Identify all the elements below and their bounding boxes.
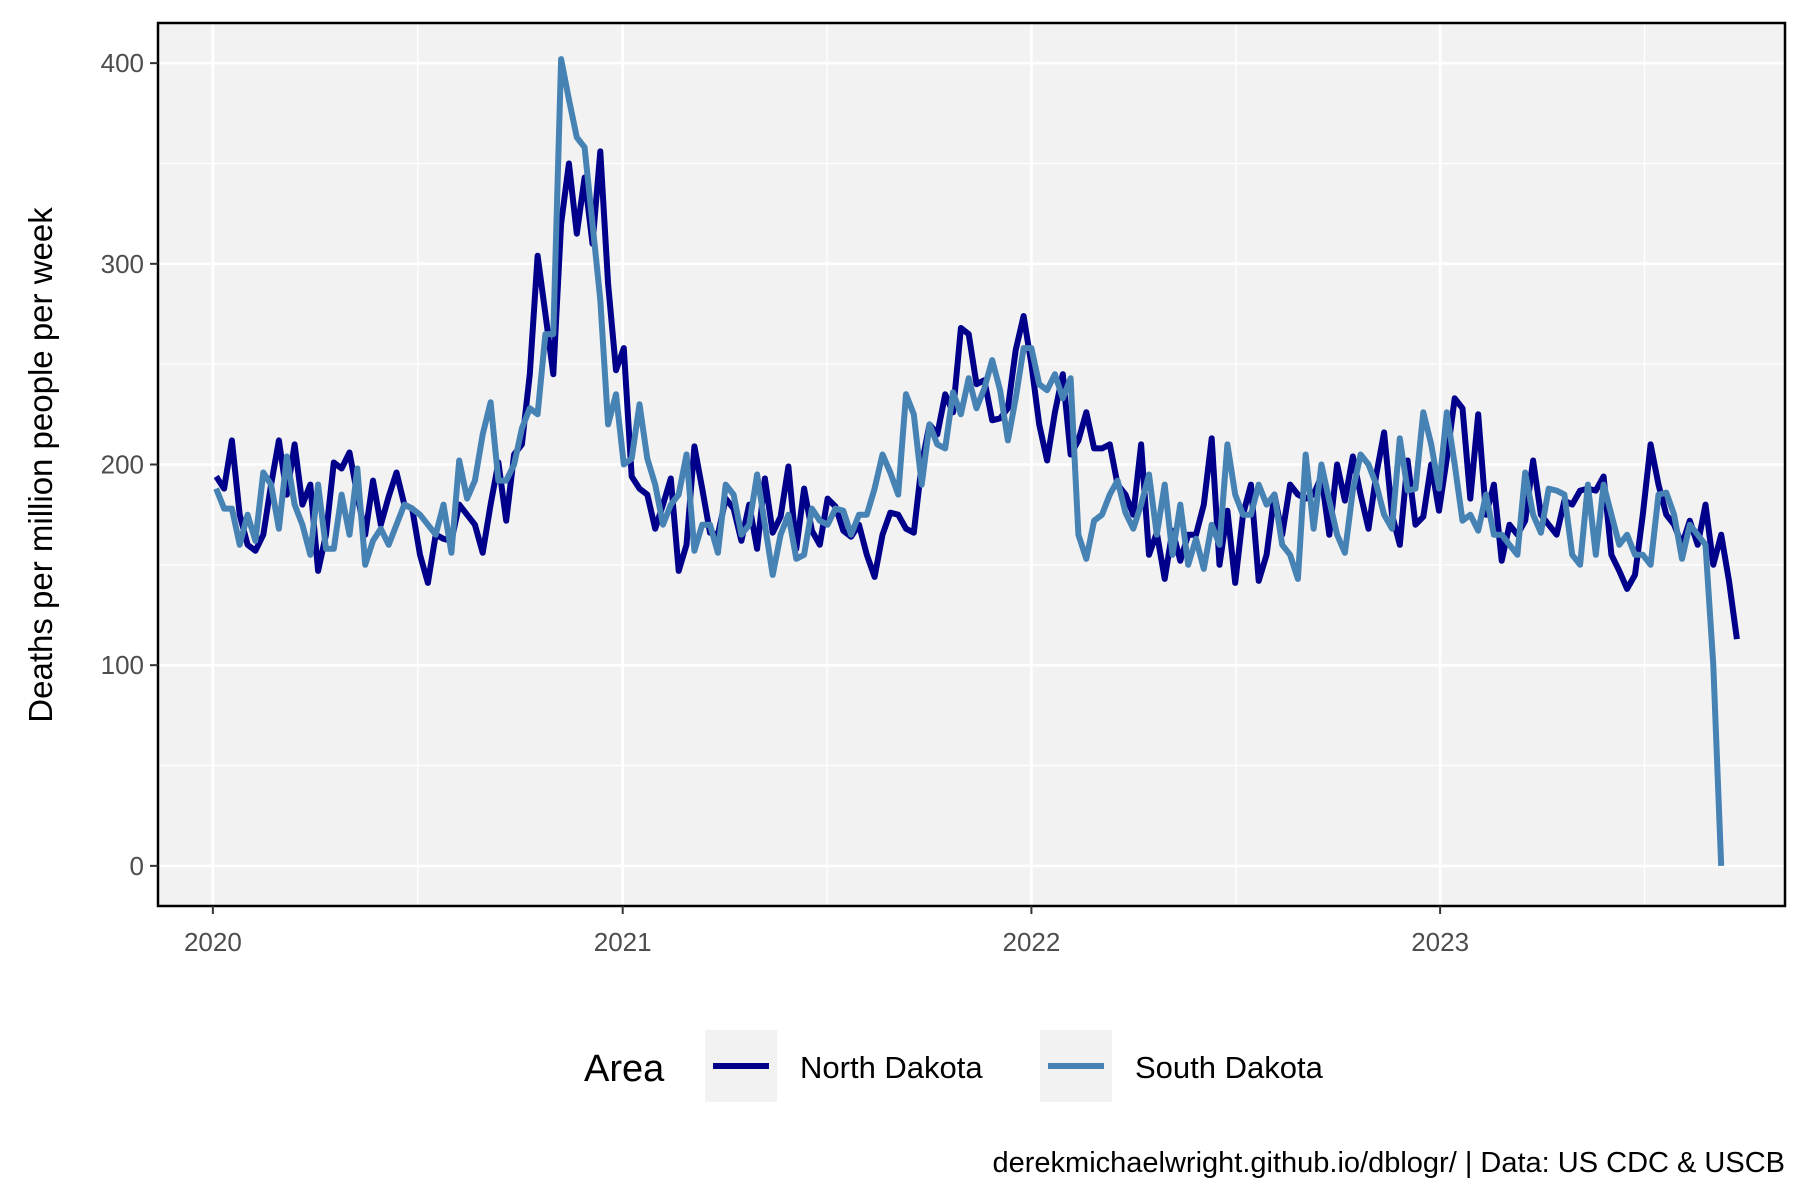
x-axis: 2020 2021 2022 2023	[184, 906, 1469, 957]
y-tick-label: 0	[130, 851, 144, 881]
caption: derekmichaelwright.github.io/dblogr/ | D…	[993, 1147, 1785, 1179]
y-axis: 0 100 200 300 400	[101, 48, 158, 881]
legend-label-south-dakota: South Dakota	[1135, 1050, 1324, 1085]
y-axis-title: Deaths per million people per week	[22, 207, 59, 723]
x-tick-label: 2020	[184, 927, 242, 957]
x-tick-label: 2021	[594, 927, 652, 957]
legend-label-north-dakota: North Dakota	[800, 1050, 983, 1085]
series-layer	[213, 56, 1740, 867]
series-line-north-dakota	[213, 148, 1740, 640]
y-tick-label: 100	[101, 650, 144, 680]
y-tick-label: 300	[101, 249, 144, 279]
legend-title: Area	[584, 1048, 665, 1090]
y-tick-label: 400	[101, 48, 144, 78]
x-tick-label: 2023	[1411, 927, 1469, 957]
series-line-south-dakota	[213, 56, 1725, 867]
x-tick-label: 2022	[1002, 927, 1060, 957]
y-tick-label: 200	[101, 450, 144, 480]
legend: Area North Dakota South Dakota	[584, 1030, 1324, 1102]
